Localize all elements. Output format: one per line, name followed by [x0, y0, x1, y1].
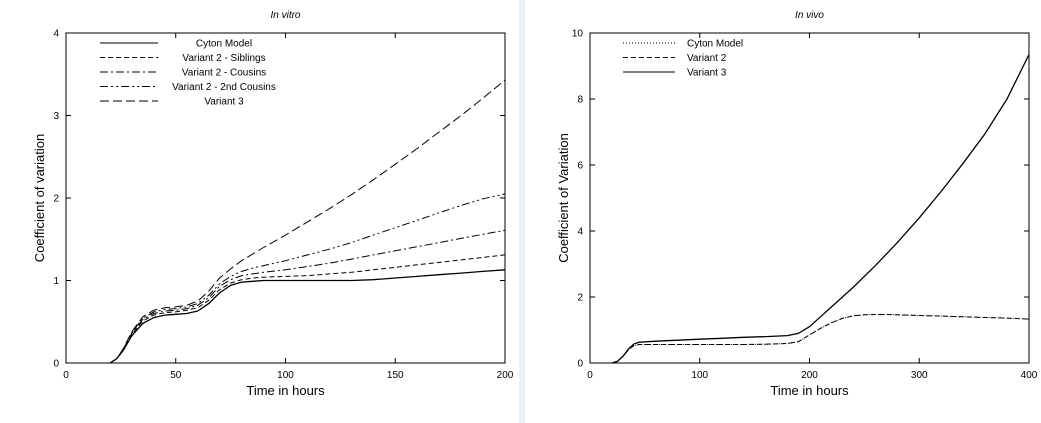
- legend-label: Variant 3: [687, 68, 727, 79]
- legend-label: Variant 2 - Siblings: [182, 53, 265, 64]
- x-tick-label: 400: [1021, 370, 1038, 381]
- x-tick-label: 0: [63, 370, 69, 381]
- series-line-variant-3: [611, 54, 1030, 364]
- x-tick-label: 200: [497, 370, 514, 381]
- y-tick-label: 10: [572, 29, 584, 40]
- y-axis-label: Coefficient of variation: [32, 134, 47, 262]
- y-tick-label: 0: [53, 359, 59, 370]
- series-line-variant-2-2nd-cousins: [109, 193, 506, 364]
- chart-panel-in-vitro: In vitro 0 50 100 150 200 0 1 2 3 4 Time in hours Co…: [0, 0, 519, 423]
- x-tick-label: 0: [587, 370, 593, 381]
- y-tick-label: 0: [577, 359, 583, 370]
- series-line-variant-2-cousins: [109, 229, 506, 364]
- y-tick-label: 4: [53, 29, 59, 40]
- x-tick-label: 50: [170, 370, 182, 381]
- chart-in-vitro: In vitro 0 50 100 150 200 0 1 2 3 4 Time in hours Co…: [32, 10, 514, 398]
- legend-label: Cyton Model: [196, 39, 252, 50]
- chart-panel-in-vivo: In vivo 0 100 200 300 400 0 2 4 6 8 10 Time in hours…: [525, 0, 1041, 423]
- x-tick-label: 300: [911, 370, 928, 381]
- y-tick-label: 2: [53, 194, 59, 205]
- legend-label: Variant 2: [687, 53, 727, 64]
- y-axis-label: Coefficient of Variation: [556, 133, 571, 263]
- legend-label: Variant 2 - Cousins: [182, 68, 266, 79]
- y-tick-label: 4: [577, 227, 583, 238]
- x-axis-label: Time in hours: [770, 383, 849, 398]
- chart-title: In vitro: [270, 10, 300, 21]
- y-tick-label: 2: [577, 293, 583, 304]
- y-tick-label: 3: [53, 111, 59, 122]
- plot-frame: [589, 32, 1030, 364]
- series-line-cyton-model: [611, 314, 1030, 364]
- x-axis-label: Time in hours: [246, 383, 325, 398]
- legend-label: Variant 3: [204, 97, 244, 108]
- chart-in-vivo: In vivo 0 100 200 300 400 0 2 4 6 8 10 Time in hours…: [556, 10, 1038, 398]
- y-tick-label: 8: [577, 95, 583, 106]
- chart-title: In vivo: [795, 10, 824, 21]
- y-tick-label: 6: [577, 161, 583, 172]
- series-line-variant-3: [109, 79, 506, 364]
- series-line-cyton-model: [109, 269, 506, 364]
- x-tick-label: 200: [801, 370, 818, 381]
- series-line-variant-2: [611, 314, 1030, 364]
- legend-label: Variant 2 - 2nd Cousins: [172, 82, 276, 93]
- series-line-variant-2-siblings: [109, 254, 506, 364]
- plot-frame: [65, 32, 506, 364]
- legend-label: Cyton Model: [687, 39, 743, 50]
- y-tick-label: 1: [53, 276, 59, 287]
- x-tick-label: 150: [387, 370, 404, 381]
- x-tick-label: 100: [277, 370, 294, 381]
- x-tick-label: 100: [691, 370, 708, 381]
